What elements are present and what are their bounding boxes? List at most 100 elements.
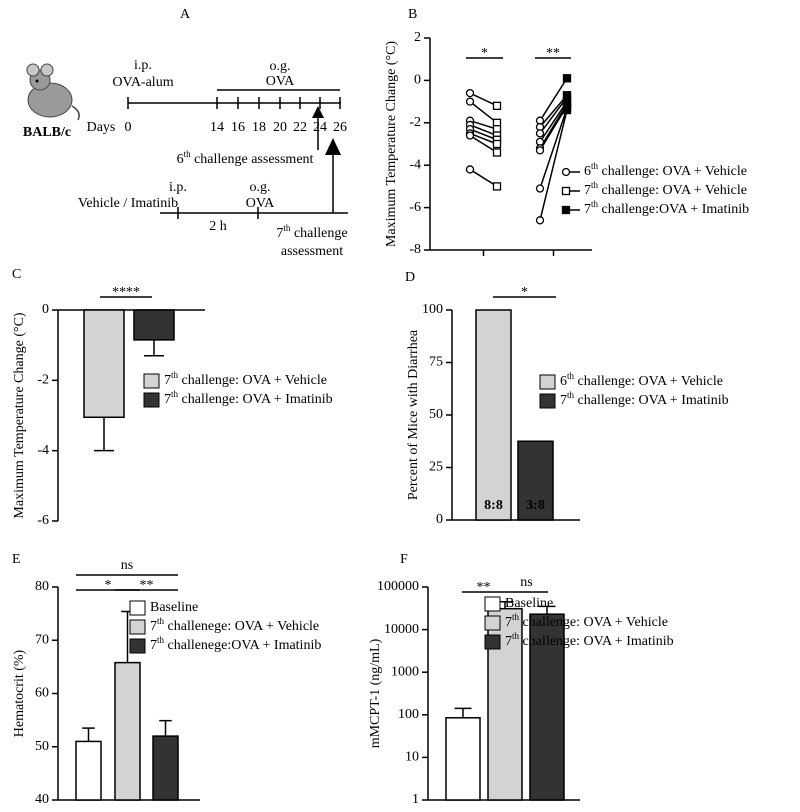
point (465, 97, 475, 106)
bar (517, 440, 554, 521)
point (492, 101, 502, 110)
significance: ** (477, 580, 491, 595)
legend-label: 7th challenge:OVA + Imatinib (584, 199, 749, 217)
point (465, 131, 475, 140)
point (535, 129, 545, 138)
legend-swatch (129, 600, 146, 616)
y-tick-label: -2 (37, 373, 49, 388)
mouse-icon (26, 63, 80, 121)
route: o.g. (270, 59, 291, 74)
y-tick-label: 10 (405, 750, 419, 765)
point (535, 146, 545, 155)
value-label: 8:8 (484, 498, 503, 513)
pair-line (539, 96, 568, 134)
significance: **** (112, 285, 140, 300)
bar (152, 735, 179, 801)
assessment: assessment (281, 244, 343, 259)
y-axis-label: Maximum Temperature Change (°C) (384, 41, 399, 247)
y-axis-label: Hematocrit (%) (12, 649, 27, 737)
point (561, 186, 571, 196)
bar (75, 740, 102, 801)
y-axis-label: mMCPT-1 (ng/mL) (368, 638, 383, 748)
panel-label: E (12, 552, 21, 567)
legend-swatch (484, 596, 501, 612)
significance: ** (140, 578, 154, 593)
pair-line (469, 168, 498, 188)
legend-swatch (484, 615, 501, 631)
day-label: 20 (273, 120, 287, 135)
y-tick-label: 100000 (377, 579, 419, 594)
route: i.p. (169, 180, 187, 195)
y-tick-label: -8 (409, 242, 421, 257)
legend-swatch (143, 373, 160, 389)
point (562, 105, 572, 115)
day-label: 16 (231, 120, 245, 135)
value-label: 3:8 (526, 498, 545, 513)
legend-swatch (484, 634, 501, 650)
y-tick-label: 50 (35, 739, 49, 754)
significance: * (521, 285, 528, 300)
panel-label: C (12, 267, 21, 282)
panel-label: A (180, 7, 191, 22)
legend-label: 7th challenge: OVA + Vehicle (164, 370, 327, 388)
antigen: OVA (246, 196, 275, 211)
bar (445, 717, 481, 801)
pair-line (469, 92, 498, 107)
route: o.g. (250, 180, 271, 195)
day-label: 14 (210, 120, 224, 135)
significance: * (481, 46, 488, 61)
y-axis-label: Percent of Mice with Diarrhea (406, 329, 421, 500)
y-tick-label: 75 (429, 355, 443, 370)
y-tick-label: 0 (414, 73, 421, 88)
y-tick-label: 0 (42, 302, 49, 317)
y-tick-label: 70 (35, 632, 49, 647)
y-tick-label: -2 (409, 115, 421, 130)
bar (529, 613, 565, 801)
legend-swatch (129, 619, 146, 635)
route: i.p. (134, 58, 152, 73)
day-label: 24 (313, 120, 327, 135)
panel-label: D (405, 270, 415, 285)
pair-line (539, 109, 568, 221)
y-axis-label: Maximum Temperature Change (°C) (12, 312, 27, 518)
bar (83, 309, 125, 419)
y-tick-label: 50 (429, 407, 443, 422)
pair-line (469, 124, 498, 137)
interval: 2 h (209, 219, 227, 234)
y-tick-label: 100 (398, 707, 419, 722)
pair-line (539, 103, 568, 149)
antigen: OVA (266, 74, 295, 89)
significance: ns (520, 575, 532, 590)
panel-f: F 1 10 100 1000 10000 100000 mMCPT-1 (ng/mL) ** n… (368, 552, 673, 807)
day-ticks: 0 14 16 18 20 22 24 26 (125, 97, 347, 135)
day-label: 22 (293, 120, 307, 135)
point (561, 205, 571, 215)
y-tick-label: 40 (35, 792, 49, 807)
panel-b: B -8 -6 -4 -2 0 2 Maximum Temperature Change (°… (384, 7, 749, 257)
legend-label: 7th challenge: OVA + Vehicle (584, 180, 747, 198)
pair-line (539, 107, 568, 189)
legend-swatch (129, 638, 146, 654)
assessment: 6th challenge assessment (177, 149, 314, 167)
pair-line (469, 134, 498, 154)
point (492, 139, 502, 149)
y-tick-label: -4 (37, 443, 49, 458)
legend-label: 7th challenge: OVA + Imatinib (164, 389, 333, 407)
point (492, 148, 502, 157)
y-tick-label: 25 (429, 460, 443, 475)
legend-swatch (143, 392, 160, 408)
legend-label: 7th challenge: OVA + Imatinib (505, 631, 674, 649)
significance: ns (121, 558, 133, 573)
point (465, 88, 475, 98)
legend-label: 7th challenge: OVA + Imatinib (560, 390, 729, 408)
y-tick-label: -6 (409, 200, 421, 215)
point (561, 167, 571, 177)
day-label: 0 (125, 120, 132, 135)
legend-label: Baseline (150, 600, 198, 615)
panel-label: B (408, 7, 417, 22)
point (535, 184, 545, 193)
y-tick-label: 2 (414, 30, 421, 45)
panel-c: C 0 -2 -4 -6 Maximum Temperature Change (°C) *… (12, 267, 333, 528)
